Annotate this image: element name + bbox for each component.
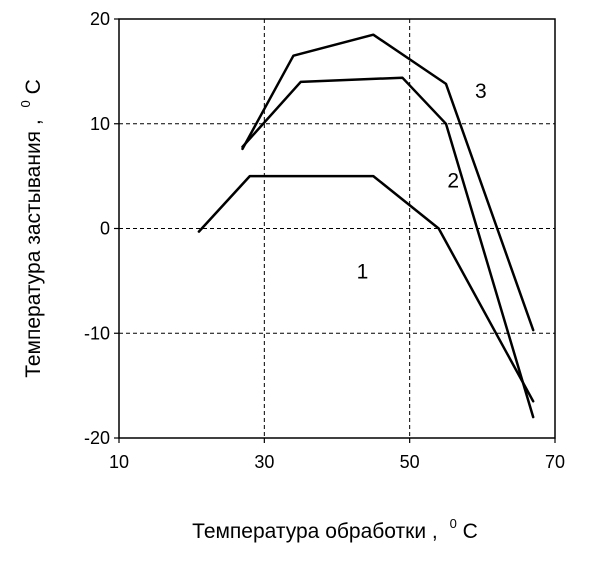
series-label-1: 1	[357, 260, 369, 283]
series-lines	[197, 33, 535, 419]
x-axis-unit-superscript: 0	[450, 516, 457, 531]
y-tick-label: 20	[90, 9, 110, 29]
x-tick-label: 10	[109, 452, 129, 472]
x-axis-title: Температура обработки , 0 C	[192, 510, 478, 543]
y-tick-label: -10	[84, 323, 110, 343]
y-tick-label: 10	[90, 114, 110, 134]
y-tick-label: 0	[100, 219, 110, 239]
axis-ticks: 10 30 50 70 -20 -10 0 10 20	[84, 9, 565, 472]
y-axis-unit: C	[22, 79, 45, 94]
series-labels: 1 2 3	[357, 80, 487, 283]
series-line-1	[197, 174, 535, 403]
series-line-2	[241, 76, 535, 419]
y-tick-label: -20	[84, 428, 110, 448]
series-label-2: 2	[447, 169, 459, 192]
y-axis-title: Температура застывания , 0 C	[12, 79, 45, 378]
y-axis-unit-superscript: 0	[18, 100, 33, 107]
series-line-3	[241, 33, 535, 332]
x-axis-unit: C	[463, 520, 478, 543]
x-axis-title-text: Температура обработки ,	[192, 520, 438, 543]
x-tick-label: 50	[400, 452, 420, 472]
grid-lines	[119, 19, 555, 438]
y-axis-title-text: Температура застывания ,	[22, 119, 45, 378]
series-label-3: 3	[475, 80, 487, 103]
x-tick-label: 70	[545, 452, 565, 472]
x-tick-label: 30	[254, 452, 274, 472]
